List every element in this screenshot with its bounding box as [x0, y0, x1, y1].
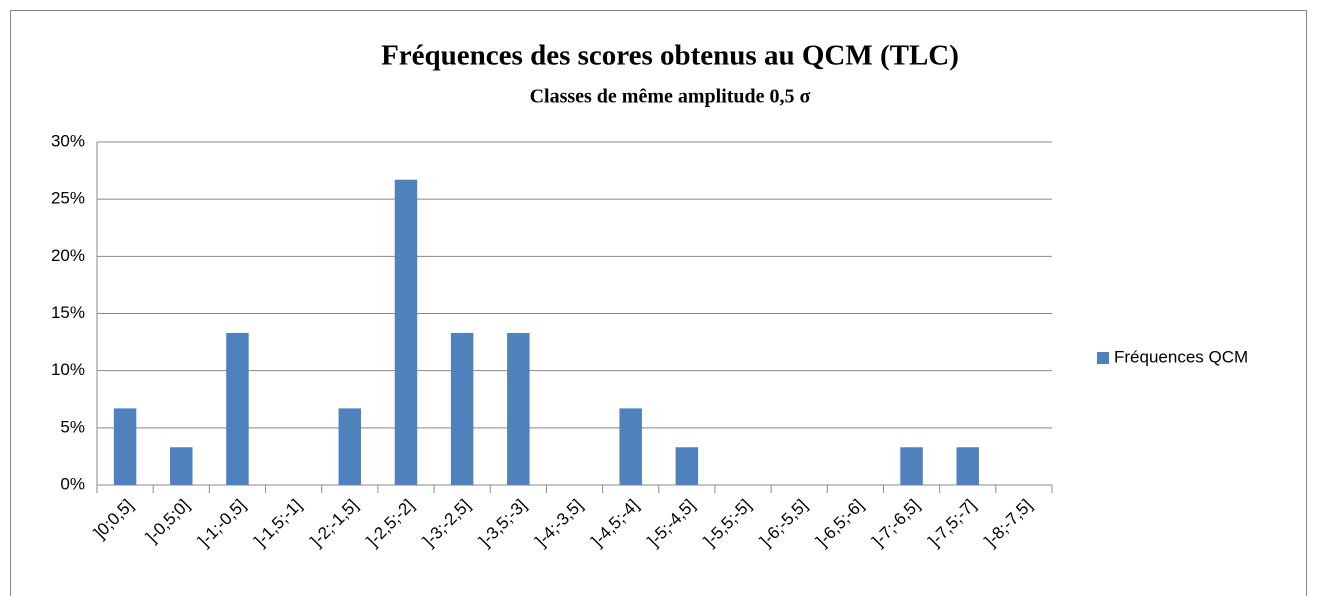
y-tick-label: 30%: [51, 131, 85, 150]
bar: [507, 332, 530, 485]
bar: [675, 447, 699, 485]
bar: [170, 447, 193, 485]
y-tick-label: 15%: [51, 303, 85, 322]
bar: [900, 447, 923, 485]
bar: [956, 447, 979, 485]
bar: [338, 408, 362, 485]
chart-border: [10, 10, 1307, 596]
bar: [450, 332, 474, 485]
legend-label: Fréquences QCM: [1114, 347, 1248, 366]
y-tick-label: 25%: [51, 189, 85, 208]
bar: [619, 408, 642, 485]
legend-swatch: [1097, 352, 1109, 364]
chart-subtitle: Classes de même amplitude 0,5 σ: [530, 86, 811, 108]
chart-title: Fréquences des scores obtenus au QCM (TL…: [381, 40, 959, 72]
y-tick-label: 0%: [60, 474, 85, 493]
bar: [226, 332, 249, 485]
bar: [113, 408, 137, 485]
y-tick-label: 5%: [60, 417, 85, 436]
bar: [394, 179, 418, 486]
y-tick-label: 10%: [51, 360, 85, 379]
y-tick-label: 20%: [51, 246, 85, 265]
